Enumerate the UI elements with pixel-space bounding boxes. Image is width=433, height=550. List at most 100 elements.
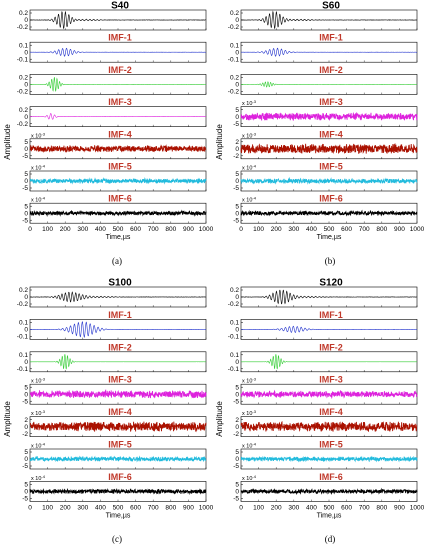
y-tick-label: -5 xyxy=(233,185,239,192)
series-line-s120 xyxy=(240,289,418,305)
y-tick-label: -2 xyxy=(22,431,28,438)
panel-title: IMF-2 xyxy=(319,65,343,75)
y-tick-label: -0.1 xyxy=(228,366,240,373)
x-tick-label: 700 xyxy=(148,226,159,233)
panel-title: IMF-4 xyxy=(108,129,132,139)
y-tick-label: 0 xyxy=(24,146,28,153)
series-line-imf-6 xyxy=(29,209,207,217)
y-tick-label: -2 xyxy=(233,431,239,438)
subfigure-caption: (a) xyxy=(112,256,122,266)
y-tick-label: -0.1 xyxy=(228,56,240,63)
x-tick-label: 300 xyxy=(288,504,299,511)
y-tick-label: 0 xyxy=(235,327,239,334)
y-tick-label: 0.1 xyxy=(230,352,239,359)
series-line-imf-3 xyxy=(29,389,207,399)
y-tick-label: 5 xyxy=(24,482,28,489)
x-tick-label: 900 xyxy=(183,504,194,511)
x-tick-label: 500 xyxy=(324,504,335,511)
x-tick-label: 400 xyxy=(306,504,317,511)
subfigure-c: Amplitude0.20-0.2S1000.10-0.1IMF-10.10-0… xyxy=(3,278,214,545)
y-tick-label: -0.1 xyxy=(228,334,240,341)
series-line-imf-5 xyxy=(240,455,418,463)
series-line-imf-1 xyxy=(29,47,207,57)
y-tick-label: -0.1 xyxy=(17,366,29,373)
x-axis-label: Time,µs xyxy=(317,234,342,241)
x-tick-label: 800 xyxy=(376,226,387,233)
series-line-imf-3 xyxy=(240,112,418,122)
series-line-imf-6 xyxy=(29,487,207,495)
y-tick-label: -0.2 xyxy=(17,301,29,308)
y-tick-label: -2 xyxy=(233,153,239,160)
panel-title: IMF-6 xyxy=(319,472,343,482)
x-tick-label: 400 xyxy=(95,226,106,233)
panel-title: IMF-4 xyxy=(108,407,132,417)
series-line-imf-4 xyxy=(240,421,418,432)
y-tick-label: 0.2 xyxy=(230,10,239,17)
x-tick-label: 500 xyxy=(324,226,335,233)
y-tick-label: 0 xyxy=(235,82,239,89)
series-line-s100 xyxy=(29,291,207,303)
y-tick-label: 0.2 xyxy=(19,107,28,114)
panel-title: IMF-1 xyxy=(319,310,343,320)
y-tick-label: 5 xyxy=(235,203,239,210)
y-exponent-label: x 10-3 xyxy=(242,377,257,385)
x-tick-label: 0 xyxy=(239,504,243,511)
y-tick-label: 0 xyxy=(24,424,28,431)
x-tick-label: 600 xyxy=(341,226,352,233)
panel-title: IMF-3 xyxy=(319,375,343,385)
panel-title: S60 xyxy=(322,1,340,12)
y-tick-label: -0.2 xyxy=(17,89,29,96)
y-tick-label: 5 xyxy=(235,171,239,178)
y-tick-label: -5 xyxy=(233,496,239,503)
series-line-imf-6 xyxy=(240,487,418,496)
series-line-imf-5 xyxy=(240,176,418,185)
x-tick-label: 100 xyxy=(42,226,53,233)
y-exponent-label: x 10-3 xyxy=(242,131,257,139)
y-tick-label: 0.1 xyxy=(230,320,239,327)
y-tick-label: -0.1 xyxy=(17,334,29,341)
x-tick-label: 400 xyxy=(95,504,106,511)
x-tick-label: 200 xyxy=(271,504,282,511)
x-tick-label: 600 xyxy=(130,226,141,233)
series-line-imf-4 xyxy=(29,421,207,433)
y-tick-label: 0.1 xyxy=(19,320,28,327)
series-line-imf-2 xyxy=(29,354,206,370)
panel-title: IMF-4 xyxy=(319,407,343,417)
series-line-imf-3 xyxy=(29,113,207,120)
panel-title: S40 xyxy=(111,1,129,12)
y-tick-label: 2 xyxy=(24,417,28,424)
panel-title: IMF-3 xyxy=(108,97,132,107)
y-tick-label: 0 xyxy=(24,294,28,301)
y-tick-label: 0 xyxy=(24,489,28,496)
y-tick-label: 0 xyxy=(24,456,28,463)
series-line-s40 xyxy=(29,10,207,30)
x-tick-label: 300 xyxy=(288,226,299,233)
y-exponent-label: x 10-4 xyxy=(242,196,257,204)
x-tick-label: 800 xyxy=(165,226,176,233)
y-tick-label: -0.2 xyxy=(228,24,240,31)
y-tick-label: 5 xyxy=(235,449,239,456)
panel-title: IMF-5 xyxy=(108,440,132,450)
y-tick-label: -5 xyxy=(233,121,239,128)
x-tick-label: 1000 xyxy=(410,504,425,511)
y-tick-label: -0.2 xyxy=(228,301,240,308)
y-exponent-label: x 10-4 xyxy=(31,474,46,482)
panel-title: IMF-2 xyxy=(108,65,132,75)
y-tick-label: 0 xyxy=(24,17,28,24)
x-tick-label: 700 xyxy=(359,504,370,511)
x-tick-label: 1000 xyxy=(410,226,425,233)
y-tick-label: 5 xyxy=(235,384,239,391)
panel-title: IMF-6 xyxy=(108,472,132,482)
y-exponent-label: x 10-4 xyxy=(31,164,46,172)
y-tick-label: 0 xyxy=(235,210,239,217)
x-tick-label: 0 xyxy=(239,226,243,233)
x-tick-label: 1000 xyxy=(199,504,214,511)
y-tick-label: 0 xyxy=(235,146,239,153)
y-tick-label: 0.2 xyxy=(230,75,239,82)
x-axis-label: Time,µs xyxy=(317,512,342,519)
y-tick-label: 5 xyxy=(24,171,28,178)
y-tick-label: -5 xyxy=(22,463,28,470)
y-exponent-label: x 10-3 xyxy=(242,99,257,107)
y-tick-label: -5 xyxy=(233,217,239,224)
x-tick-label: 600 xyxy=(341,504,352,511)
